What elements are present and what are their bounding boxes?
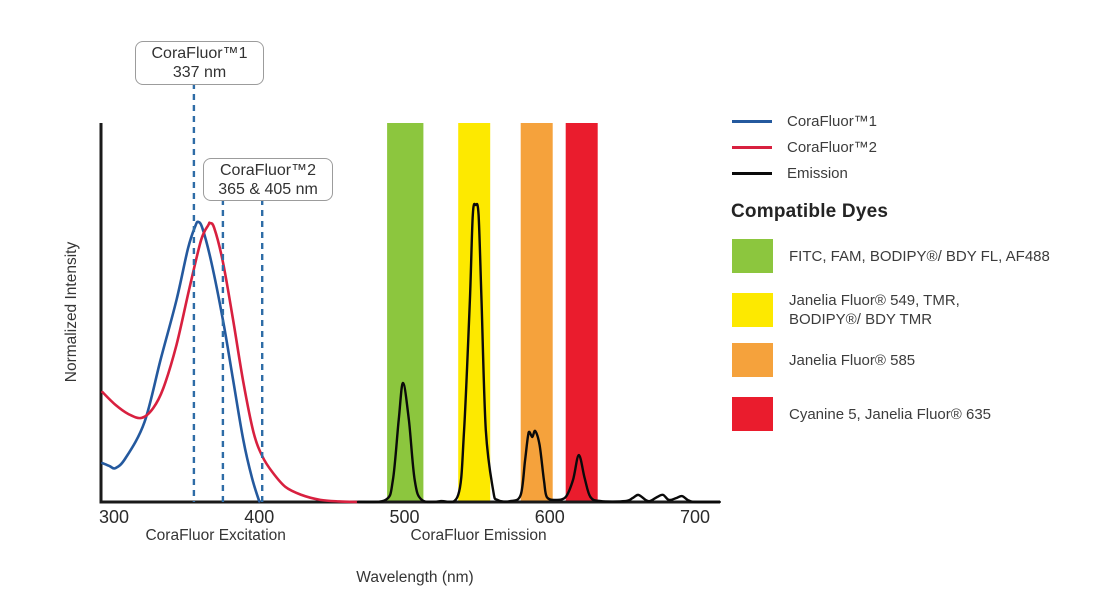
- legend-item-corafluor1: CoraFluor™1: [732, 111, 877, 131]
- legend-line-swatch-emission: [732, 171, 772, 175]
- x-tick-label-400: 400: [244, 507, 274, 527]
- x-tick-label-600: 600: [535, 507, 565, 527]
- series-corafluor1-excitation-curve: [101, 220, 261, 503]
- dye-row-red: Cyanine 5, Janelia Fluor® 635: [732, 397, 991, 431]
- x-axis-caption-2: CoraFluor Emission: [411, 527, 547, 544]
- dye-row-green: FITC, FAM, BODIPY®/ BDY FL, AF488: [732, 239, 1050, 273]
- series-corafluor2-excitation-curve: [101, 221, 360, 504]
- callout-corafluor1-337nm: CoraFluor™1 337 nm: [135, 41, 264, 85]
- dye-swatch-green: [732, 239, 773, 273]
- x-tick-label-300: 300: [99, 507, 129, 527]
- legend-label-corafluor1: CoraFluor™1: [787, 112, 878, 130]
- compatible-dyes-heading: Compatible Dyes: [731, 201, 889, 222]
- legend-label-corafluor2: CoraFluor™2: [787, 138, 878, 156]
- band-green-window: [387, 123, 424, 502]
- x-axis-title: Wavelength (nm): [356, 569, 473, 586]
- legend-item-emission: Emission: [732, 163, 877, 183]
- dye-swatch-yellow: [732, 293, 773, 327]
- band-red-window: [565, 123, 598, 502]
- x-tick-label-500: 500: [389, 507, 419, 527]
- dye-label-green: FITC, FAM, BODIPY®/ BDY FL, AF488: [789, 247, 1050, 265]
- legend-line-swatch-corafluor2: [732, 145, 772, 149]
- dye-label-orange: Janelia Fluor® 585: [789, 351, 916, 369]
- dye-label-red: Cyanine 5, Janelia Fluor® 635: [789, 405, 992, 423]
- callout-corafluor2-365-405nm: CoraFluor™2 365 & 405 nm: [203, 158, 333, 201]
- dye-swatch-red: [732, 397, 773, 431]
- callout-corafluor1-wavelength: 337 nm: [172, 64, 227, 81]
- legend-item-corafluor2: CoraFluor™2: [732, 137, 877, 157]
- callout-corafluor2-wavelength: 365 & 405 nm: [218, 180, 318, 198]
- y-axis-title: Normalized Intensity: [63, 242, 80, 383]
- callout-corafluor2-name: CoraFluor™2: [219, 161, 317, 179]
- series-emission-curve: [356, 202, 721, 504]
- callout-corafluor1-name: CoraFluor™1: [151, 45, 248, 62]
- band-orange-window: [520, 123, 553, 502]
- dye-swatch-orange: [732, 343, 773, 377]
- legend-line-swatch-corafluor1: [732, 119, 772, 123]
- legend-label-emission: Emission: [787, 164, 848, 182]
- x-tick-label-700: 700: [680, 507, 710, 527]
- dye-row-yellow: Janelia Fluor® 549, TMR, BODIPY®/ BDY TM…: [732, 291, 960, 329]
- spectra-legend: CoraFluor™1 CoraFluor™2 Emission: [732, 111, 877, 189]
- x-axis-caption-1: CoraFluor Excitation: [145, 527, 285, 544]
- dye-row-orange: Janelia Fluor® 585: [732, 343, 915, 377]
- dye-label-yellow: Janelia Fluor® 549, TMR, BODIPY®/ BDY TM…: [789, 292, 960, 328]
